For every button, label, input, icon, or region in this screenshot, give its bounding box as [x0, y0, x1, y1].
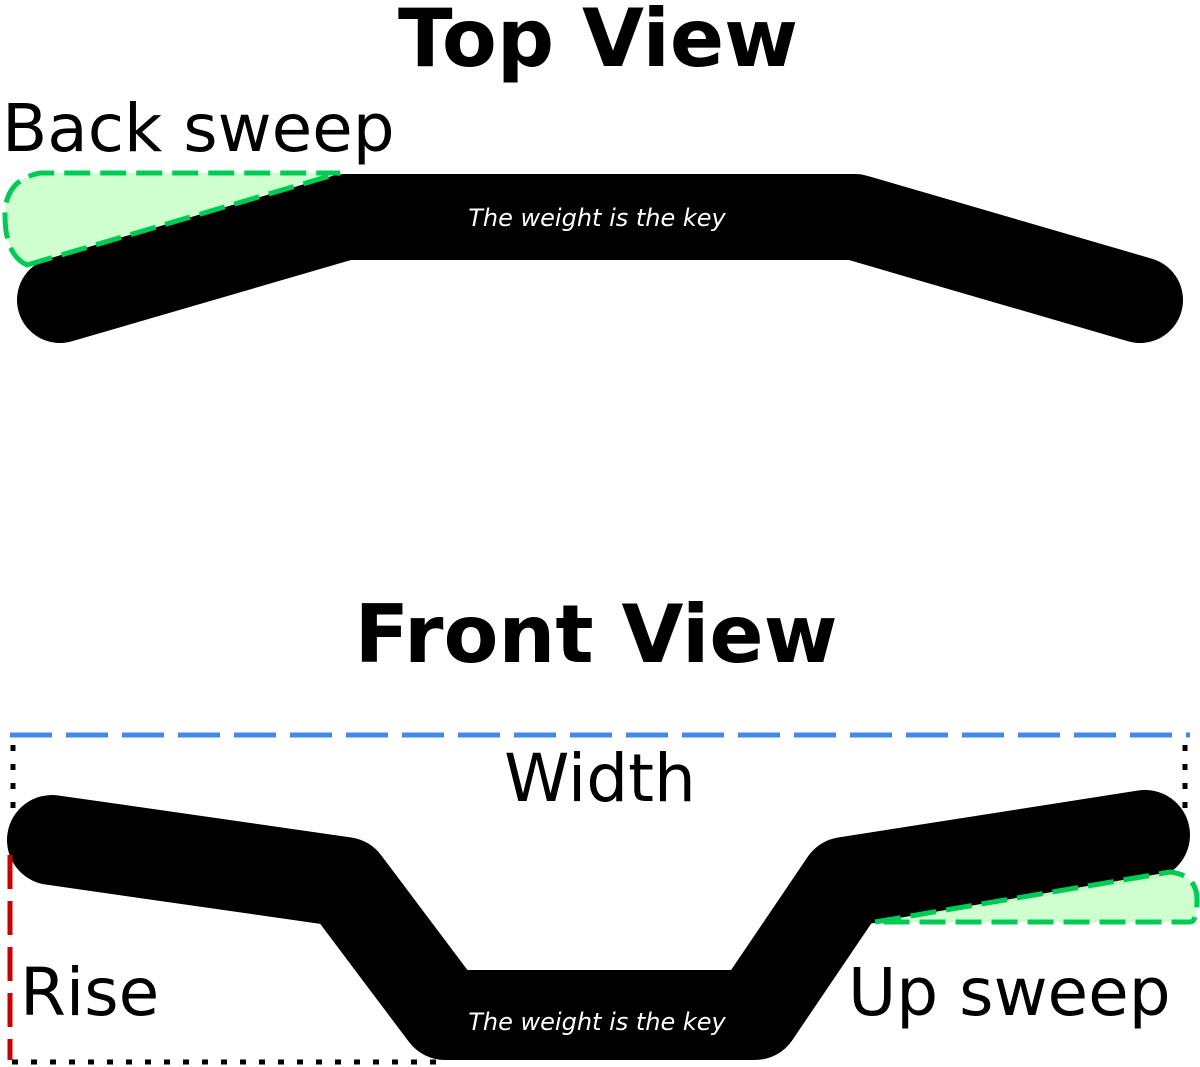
up-sweep-label: Up sweep: [848, 954, 1171, 1031]
top-view-title: Top View: [398, 0, 798, 85]
watermark: The weight is the key: [468, 1008, 726, 1036]
back-sweep-label: Back sweep: [2, 90, 395, 167]
watermark: The weight is the key: [468, 204, 726, 232]
top-view-bar: [17, 174, 1183, 343]
rise-label: Rise: [20, 954, 159, 1031]
front-view-title: Front View: [354, 588, 837, 681]
up-sweep-wedge: [874, 869, 1200, 925]
front-view-bar: [7, 790, 1190, 1060]
width-label: Width: [504, 740, 696, 817]
back-sweep-wedge: [2, 170, 341, 268]
